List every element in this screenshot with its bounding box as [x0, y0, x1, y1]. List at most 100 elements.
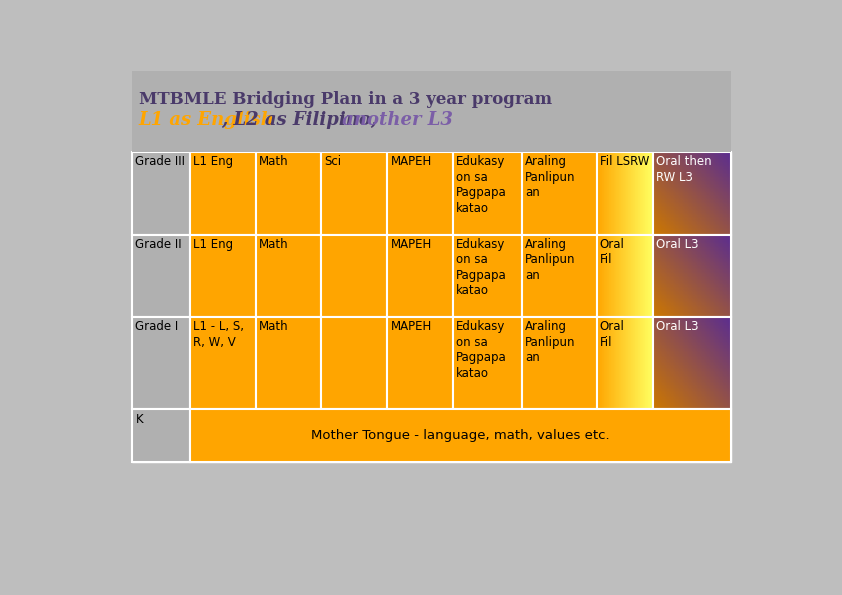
Bar: [709, 349, 711, 351]
Bar: [658, 287, 660, 290]
Bar: [674, 399, 676, 402]
Bar: [674, 349, 676, 351]
Bar: [712, 317, 715, 318]
Bar: [695, 328, 696, 331]
Bar: [688, 352, 690, 354]
Bar: [671, 171, 674, 173]
Bar: [661, 335, 663, 337]
Bar: [690, 355, 693, 357]
Bar: [681, 172, 684, 174]
Bar: [675, 355, 677, 357]
Bar: [726, 384, 727, 386]
Bar: [678, 202, 679, 205]
Bar: [705, 344, 707, 346]
Bar: [698, 205, 701, 207]
Bar: [723, 390, 725, 393]
Bar: [693, 286, 695, 288]
Bar: [727, 369, 729, 371]
Bar: [690, 380, 691, 382]
Bar: [674, 180, 676, 183]
Bar: [678, 241, 679, 243]
Bar: [654, 235, 657, 237]
Bar: [704, 183, 706, 185]
Bar: [698, 230, 701, 232]
Bar: [673, 174, 674, 176]
Bar: [665, 350, 667, 352]
Bar: [690, 399, 691, 402]
Bar: [722, 197, 724, 199]
Bar: [668, 168, 669, 170]
Bar: [656, 406, 658, 408]
Bar: [653, 328, 655, 331]
Bar: [692, 189, 694, 191]
Bar: [690, 168, 691, 170]
Bar: [688, 154, 690, 156]
Bar: [659, 197, 662, 199]
Bar: [665, 260, 667, 262]
Bar: [710, 239, 712, 242]
Bar: [724, 164, 727, 166]
Bar: [666, 352, 669, 354]
Bar: [695, 338, 698, 340]
Bar: [659, 355, 662, 357]
Bar: [709, 343, 711, 345]
Bar: [705, 372, 707, 374]
Bar: [675, 396, 677, 399]
Bar: [701, 273, 703, 274]
Bar: [711, 162, 713, 165]
Bar: [675, 286, 677, 288]
Bar: [663, 373, 665, 375]
Bar: [721, 230, 722, 232]
Bar: [690, 278, 691, 280]
Bar: [697, 227, 699, 229]
Bar: [724, 194, 727, 196]
Bar: [668, 275, 669, 277]
Bar: [717, 255, 718, 256]
Bar: [690, 242, 693, 245]
Bar: [721, 175, 722, 177]
Bar: [659, 295, 662, 296]
Bar: [658, 242, 660, 245]
Bar: [692, 302, 694, 305]
Bar: [717, 336, 720, 339]
Bar: [676, 372, 679, 374]
Bar: [695, 383, 696, 385]
Bar: [661, 390, 663, 393]
Bar: [679, 219, 681, 221]
Bar: [701, 327, 703, 330]
Bar: [709, 311, 711, 313]
Bar: [657, 238, 659, 240]
Bar: [656, 223, 658, 225]
Bar: [683, 304, 685, 306]
Bar: [702, 283, 704, 286]
Bar: [719, 404, 721, 406]
Bar: [707, 407, 710, 409]
Bar: [714, 370, 716, 372]
Bar: [668, 245, 669, 247]
Bar: [721, 152, 722, 154]
Bar: [670, 356, 672, 359]
Bar: [688, 228, 690, 230]
Bar: [662, 193, 664, 195]
Bar: [688, 250, 690, 252]
Bar: [654, 209, 657, 211]
Bar: [680, 325, 682, 328]
Bar: [701, 228, 703, 230]
Bar: [670, 237, 672, 239]
Bar: [668, 179, 669, 181]
Bar: [670, 223, 672, 225]
Bar: [658, 217, 660, 220]
Bar: [721, 283, 722, 286]
Bar: [701, 209, 703, 211]
Bar: [681, 265, 684, 268]
Bar: [668, 242, 669, 245]
Bar: [700, 331, 701, 334]
Bar: [706, 369, 708, 371]
Bar: [659, 257, 662, 259]
Bar: [727, 380, 729, 382]
Bar: [665, 376, 667, 378]
Bar: [714, 328, 716, 331]
Bar: [659, 170, 662, 171]
Bar: [707, 273, 710, 274]
Bar: [656, 308, 658, 310]
